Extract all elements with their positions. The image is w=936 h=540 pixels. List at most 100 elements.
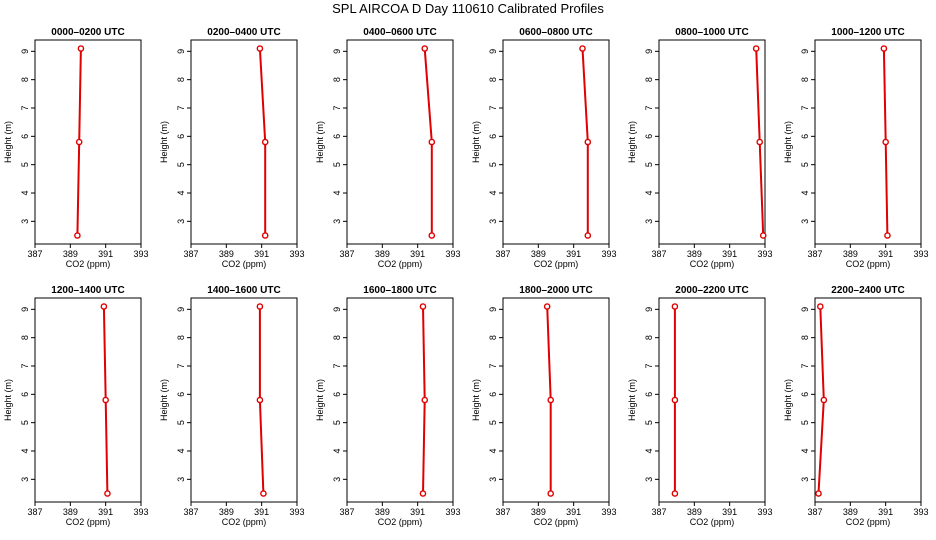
x-tick-label: 387 — [183, 507, 198, 517]
y-tick-label: 4 — [176, 448, 186, 453]
y-axis-label: Height (m) — [783, 379, 793, 421]
y-tick-label: 3 — [800, 477, 810, 482]
y-tick-label: 5 — [176, 420, 186, 425]
y-tick-label: 8 — [488, 77, 498, 82]
y-tick-label: 9 — [176, 49, 186, 54]
profile-panel: 1600–1800 UTC 387 389 391 393 3 4 5 6 7 8 9 CO2 (ppm… — [315, 285, 461, 527]
y-tick-label: 7 — [176, 105, 186, 110]
x-tick-label: 389 — [63, 249, 78, 259]
panel-title: 2200–2400 UTC — [831, 285, 904, 296]
y-tick-label: 7 — [644, 105, 654, 110]
y-tick-label: 4 — [488, 448, 498, 453]
panel-title: 1400–1600 UTC — [207, 285, 280, 296]
y-tick-label: 7 — [20, 105, 30, 110]
figure-title: SPL AIRCOA D Day 110610 Calibrated Profi… — [332, 1, 604, 16]
x-axis-label: CO2 (ppm) — [846, 259, 891, 269]
x-tick-label: 387 — [807, 249, 822, 259]
x-tick-label: 391 — [410, 507, 425, 517]
data-point — [579, 45, 586, 52]
y-tick-label: 8 — [176, 77, 186, 82]
y-tick-label: 7 — [176, 363, 186, 368]
y-tick-label: 7 — [332, 363, 342, 368]
data-point — [547, 396, 555, 404]
y-tick-label: 4 — [800, 448, 810, 453]
data-point — [759, 232, 767, 239]
x-tick-label: 387 — [495, 249, 510, 259]
x-tick-label: 391 — [410, 249, 425, 259]
y-tick-label: 6 — [176, 134, 186, 139]
data-point — [260, 490, 267, 497]
x-tick-label: 391 — [566, 507, 581, 517]
y-tick-label: 5 — [332, 162, 342, 167]
x-tick-label: 387 — [27, 507, 42, 517]
x-tick-label: 389 — [843, 507, 858, 517]
data-point — [882, 138, 889, 146]
profile-panel: 0200–0400 UTC 387 389 391 393 3 4 5 6 7 8 9 CO2 (ppm… — [159, 27, 305, 269]
y-tick-label: 6 — [332, 392, 342, 397]
x-tick-label: 393 — [601, 507, 616, 517]
y-tick-label: 5 — [644, 162, 654, 167]
y-tick-label: 8 — [800, 335, 810, 340]
y-tick-label: 8 — [20, 335, 30, 340]
panel-title: 0400–0600 UTC — [363, 27, 436, 38]
y-axis-label: Height (m) — [315, 121, 325, 163]
y-axis-label: Height (m) — [159, 379, 169, 421]
profile-panel: 1000–1200 UTC 387 389 391 393 3 4 5 6 7 8 9 CO2 (ppm… — [783, 27, 929, 269]
y-tick-label: 6 — [176, 392, 186, 397]
x-tick-label: 393 — [133, 249, 148, 259]
y-tick-label: 8 — [644, 335, 654, 340]
profile-panel: 0000–0200 UTC 387 389 391 393 3 4 5 6 7 8 9 CO2 (ppm… — [3, 27, 149, 269]
x-tick-label: 391 — [722, 249, 737, 259]
data-point — [584, 232, 592, 239]
y-tick-label: 6 — [644, 134, 654, 139]
data-point — [671, 490, 679, 497]
data-point — [752, 45, 760, 52]
y-tick-label: 6 — [644, 392, 654, 397]
y-tick-label: 8 — [644, 77, 654, 82]
y-tick-label: 5 — [800, 162, 810, 167]
data-point — [261, 138, 269, 146]
y-tick-label: 3 — [332, 477, 342, 482]
y-axis-label: Height (m) — [3, 379, 13, 421]
data-point — [671, 303, 679, 310]
x-tick-label: 393 — [289, 507, 304, 517]
plot-frame — [814, 297, 922, 503]
y-tick-label: 6 — [20, 134, 30, 139]
data-point — [77, 45, 85, 52]
data-point — [256, 45, 264, 52]
plot-frame — [502, 297, 610, 503]
data-point — [421, 396, 429, 404]
profile-panel: 0400–0600 UTC 387 389 391 393 3 4 5 6 7 8 9 CO2 (ppm… — [315, 27, 461, 269]
x-axis-label: CO2 (ppm) — [534, 259, 579, 269]
y-tick-label: 9 — [488, 49, 498, 54]
x-tick-label: 393 — [757, 249, 772, 259]
y-tick-label: 5 — [800, 420, 810, 425]
panel-title: 0600–0800 UTC — [519, 27, 592, 38]
x-tick-label: 391 — [98, 249, 113, 259]
y-tick-label: 5 — [644, 420, 654, 425]
y-tick-label: 7 — [20, 363, 30, 368]
y-tick-label: 7 — [488, 105, 498, 110]
y-tick-label: 6 — [488, 392, 498, 397]
data-point — [543, 303, 551, 310]
panel-title: 1200–1400 UTC — [51, 285, 124, 296]
y-tick-label: 9 — [800, 307, 810, 312]
plot-frame — [190, 39, 298, 245]
x-tick-label: 387 — [27, 249, 42, 259]
data-point — [75, 138, 83, 146]
y-tick-label: 4 — [488, 190, 498, 195]
y-tick-label: 7 — [800, 105, 810, 110]
x-tick-label: 393 — [133, 507, 148, 517]
profile-panel: 1200–1400 UTC 387 389 391 393 3 4 5 6 7 8 9 CO2 (ppm… — [3, 285, 149, 527]
x-tick-label: 389 — [375, 249, 390, 259]
plot-frame — [190, 297, 298, 503]
y-tick-label: 8 — [176, 335, 186, 340]
x-tick-label: 391 — [566, 249, 581, 259]
data-point — [428, 232, 436, 239]
plot-frame — [346, 39, 454, 245]
y-tick-label: 9 — [800, 49, 810, 54]
x-tick-label: 393 — [913, 249, 928, 259]
profile-panel: 1400–1600 UTC 387 389 391 393 3 4 5 6 7 8 9 CO2 (ppm… — [159, 285, 305, 527]
y-tick-label: 3 — [644, 219, 654, 224]
